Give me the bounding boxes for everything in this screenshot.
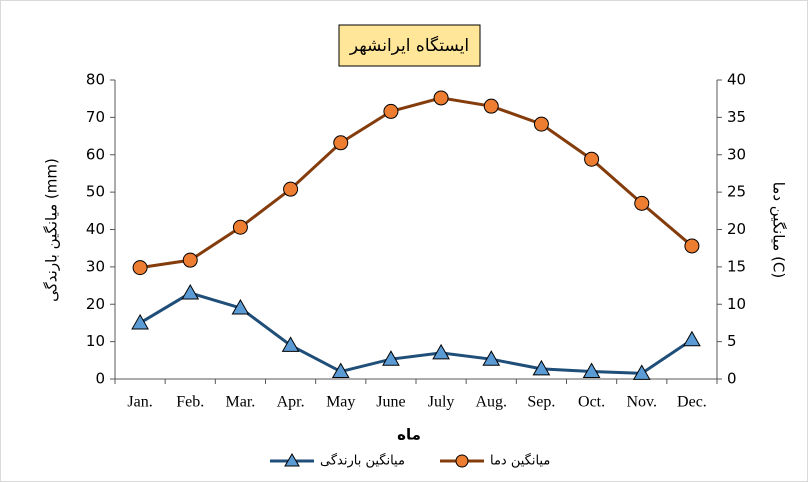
y-axis-label: میانگین بارندگی (mm): [43, 158, 61, 302]
y-tick-label: 80: [86, 71, 105, 89]
marker: [281, 336, 300, 352]
y2-tick-label: 30: [727, 145, 746, 163]
y2-tick-label: 40: [727, 71, 746, 89]
marker: [582, 362, 601, 379]
y2-tick-label: 15: [727, 257, 746, 275]
legend-label: میانگین بارندگی: [320, 453, 405, 469]
x-tick-label: July: [428, 394, 455, 411]
marker: [333, 135, 349, 151]
x-tick-label: Dec.: [677, 394, 707, 411]
y2-tick-label: 0: [727, 370, 737, 388]
y-tick-label: 0: [95, 370, 105, 388]
x-tick-label: Mar.: [226, 394, 256, 411]
y2-tick-label: 5: [727, 332, 737, 350]
x-tick-label: Apr.: [277, 394, 305, 411]
y-tick-label: 30: [86, 257, 105, 275]
marker: [182, 252, 198, 268]
y-tick-label: 70: [86, 108, 105, 126]
marker: [433, 90, 449, 106]
marker: [181, 284, 200, 300]
marker: [634, 195, 650, 211]
y-tick-label: 10: [86, 332, 105, 350]
marker: [683, 330, 701, 347]
y2-tick-label: 35: [727, 108, 746, 126]
marker: [532, 359, 551, 376]
title-box: [338, 24, 481, 67]
y-tick-label: 20: [86, 295, 105, 313]
marker: [432, 343, 450, 360]
marker: [383, 103, 399, 119]
marker: [684, 238, 700, 254]
y2-tick-label: 10: [727, 295, 746, 313]
x-axis-label: ماه: [397, 426, 421, 444]
legend-marker: [284, 453, 300, 467]
x-tick-label: June: [376, 394, 405, 411]
x-tick-label: Oct.: [578, 394, 605, 411]
x-tick-label: Sep.: [527, 394, 555, 411]
marker: [283, 181, 299, 197]
y-tick-label: 50: [86, 183, 105, 201]
marker: [231, 298, 250, 315]
legend-marker: [455, 454, 469, 468]
x-tick-label: May: [326, 394, 355, 411]
marker: [584, 151, 600, 167]
marker: [483, 98, 499, 114]
y2-tick-label: 25: [727, 183, 746, 201]
x-tick-label: Feb.: [176, 394, 204, 411]
chart-title: ایستگاه ایرانشهر: [349, 35, 469, 56]
y-tick-label: 40: [86, 220, 105, 238]
marker: [632, 364, 651, 380]
x-tick-label: Nov.: [626, 394, 657, 411]
x-tick-label: Aug.: [475, 394, 507, 411]
marker: [482, 350, 501, 366]
series-line: [139, 96, 693, 270]
series-line: [139, 291, 693, 375]
y2-axis-label: میانگین دما (C): [770, 182, 788, 279]
y2-tick-label: 20: [727, 220, 746, 238]
marker: [331, 362, 350, 379]
legend-label: میانگین دما: [490, 453, 550, 469]
y-tick-label: 60: [86, 145, 105, 163]
x-tick-label: Jan.: [127, 394, 152, 411]
marker: [382, 350, 400, 366]
marker: [232, 219, 248, 235]
marker: [533, 116, 549, 132]
marker: [131, 313, 149, 330]
marker: [132, 260, 148, 276]
